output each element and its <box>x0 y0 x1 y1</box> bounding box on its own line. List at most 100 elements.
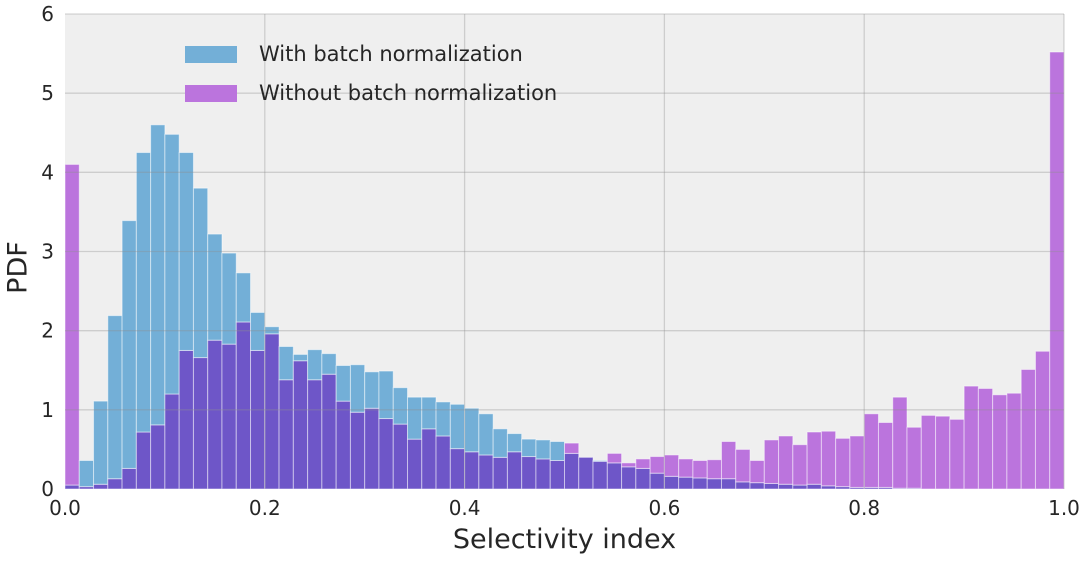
x-tick-label: 1.0 <box>1048 496 1080 520</box>
histogram-bar <box>835 437 851 488</box>
histogram-bar <box>164 133 180 395</box>
histogram-bar <box>592 460 608 462</box>
histogram-bar <box>435 401 451 437</box>
histogram-bar <box>606 452 623 464</box>
histogram-bar <box>892 396 908 489</box>
histogram-bar <box>478 454 494 490</box>
histogram-bar <box>506 451 523 490</box>
histogram-bar <box>992 394 1008 490</box>
y-tick-label: 2 <box>41 319 54 343</box>
histogram-bar <box>706 459 722 480</box>
histogram-bar <box>150 424 166 490</box>
histogram-bar <box>549 441 566 461</box>
histogram-bar <box>364 407 380 490</box>
histogram-bar <box>492 428 508 458</box>
histogram-bar <box>877 422 894 488</box>
histogram-bar <box>392 423 409 490</box>
histogram-bar <box>735 448 751 483</box>
y-tick-label: 3 <box>41 240 54 264</box>
histogram-bar <box>621 466 637 490</box>
histogram-bar <box>564 442 580 454</box>
histogram-bar <box>407 396 423 440</box>
histogram-bar <box>135 431 152 490</box>
histogram-bar <box>207 339 223 490</box>
histogram-bar <box>506 433 523 453</box>
histogram-bar <box>521 456 537 490</box>
y-tick-label: 4 <box>41 160 54 184</box>
histogram-bar <box>749 460 765 484</box>
legend: With batch normalization Without batch n… <box>185 38 557 109</box>
histogram-bar <box>235 321 252 490</box>
histogram-bar <box>649 472 665 490</box>
histogram-bar <box>435 435 451 490</box>
x-tick-label: 0.0 <box>49 496 81 520</box>
histogram-bar <box>735 481 751 490</box>
histogram-bar <box>349 364 366 413</box>
histogram-bar <box>492 456 508 490</box>
histogram-bar <box>307 379 323 490</box>
histogram-bar <box>207 233 223 341</box>
histogram-bar <box>549 460 566 490</box>
histogram-bar <box>407 438 423 490</box>
y-tick-label: 6 <box>41 2 54 26</box>
histogram-bar <box>806 431 822 485</box>
histogram-bar <box>535 458 551 490</box>
histogram-bar <box>392 387 409 425</box>
histogram-bar <box>93 483 109 490</box>
histogram-bar <box>863 413 879 488</box>
histogram-bar <box>292 353 309 362</box>
x-tick-label: 0.6 <box>648 496 680 520</box>
histogram-bar <box>692 477 708 490</box>
histogram-bar <box>678 476 694 490</box>
histogram-bar <box>578 456 594 490</box>
histogram-bar <box>421 396 437 430</box>
histogram-bar <box>121 220 137 469</box>
histogram-bar <box>535 439 551 460</box>
histogram-bar <box>649 456 665 474</box>
histogram-bar <box>321 353 337 375</box>
histogram-bar <box>121 467 137 490</box>
legend-label-with-bn: With batch normalization <box>259 41 523 66</box>
histogram-bar <box>449 448 466 490</box>
x-tick-label: 0.8 <box>848 496 880 520</box>
histogram-bar <box>278 379 294 490</box>
y-tick-label: 0 <box>41 477 54 501</box>
histogram-bar <box>478 413 494 456</box>
histogram-bar <box>107 315 123 480</box>
histogram-bar <box>135 152 152 433</box>
histogram-bar <box>235 272 252 323</box>
legend-item-without-bn: Without batch normalization <box>185 77 557 109</box>
histogram-bar <box>606 462 623 490</box>
histogram-bar <box>849 435 865 488</box>
histogram-bar <box>421 428 437 490</box>
y-tick-label: 5 <box>41 81 54 105</box>
histogram-bar <box>977 387 994 490</box>
histogram-bar <box>164 393 180 490</box>
histogram-bar <box>792 444 808 486</box>
histogram-bar <box>378 370 394 420</box>
histogram-bar <box>335 400 351 490</box>
histogram-bar <box>635 467 651 490</box>
histogram-bar <box>1006 392 1022 490</box>
legend-label-without-bn: Without batch normalization <box>259 80 558 105</box>
histogram-bar <box>178 349 194 490</box>
legend-item-with-bn: With batch normalization <box>185 38 557 70</box>
histogram-bar <box>820 430 837 487</box>
histogram-bar <box>663 454 680 477</box>
histogram-bar <box>564 452 580 490</box>
histogram-bar <box>107 478 123 490</box>
y-tick-label: 1 <box>41 398 54 422</box>
histogram-bar <box>307 349 323 381</box>
histogram-bar <box>521 438 537 458</box>
x-tick-label: 0.4 <box>449 496 481 520</box>
histogram-bar <box>349 411 366 490</box>
histogram-bar <box>64 163 80 486</box>
histogram-bar <box>720 441 737 480</box>
histogram-bar <box>1020 368 1036 490</box>
histogram-bar <box>763 439 780 484</box>
histogram-bar <box>720 478 737 490</box>
histogram-bar <box>1034 350 1051 490</box>
histogram-bar <box>250 349 266 490</box>
